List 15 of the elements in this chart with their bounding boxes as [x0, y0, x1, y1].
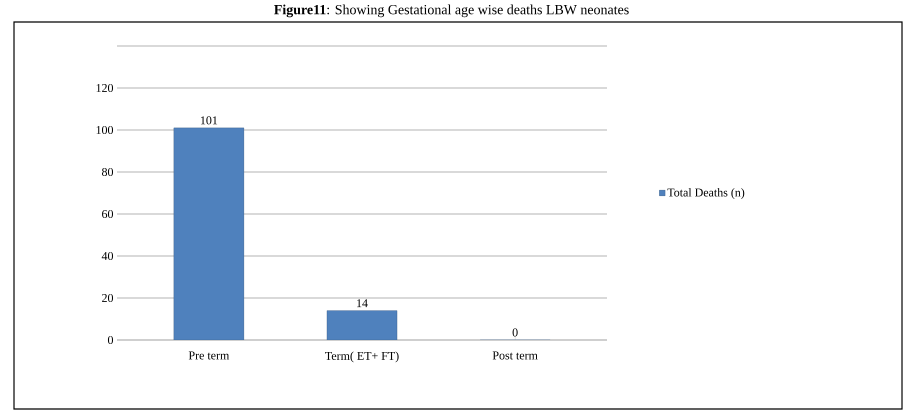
- y-tick-label: 120: [96, 84, 114, 92]
- chart-title: Figure11: Showing Gestational age wise deaths LBW neonates: [274, 4, 629, 18]
- legend-label: Total Deaths (n): [667, 188, 744, 199]
- data-label: 101: [200, 116, 218, 124]
- y-tick-label: 60: [102, 210, 114, 218]
- x-tick-label: Term( ET+ FT): [325, 352, 399, 362]
- data-label: 0: [512, 328, 518, 336]
- x-tick-label: Post term: [492, 352, 538, 360]
- y-tick-label: 100: [96, 126, 114, 134]
- y-tick-label: 20: [102, 294, 114, 302]
- y-tick-label: 80: [102, 168, 114, 176]
- data-label: 14: [357, 299, 368, 308]
- y-tick-label: 40: [102, 252, 114, 260]
- x-tick-label: Pre term: [188, 352, 230, 360]
- y-tick-label: 0: [108, 336, 114, 344]
